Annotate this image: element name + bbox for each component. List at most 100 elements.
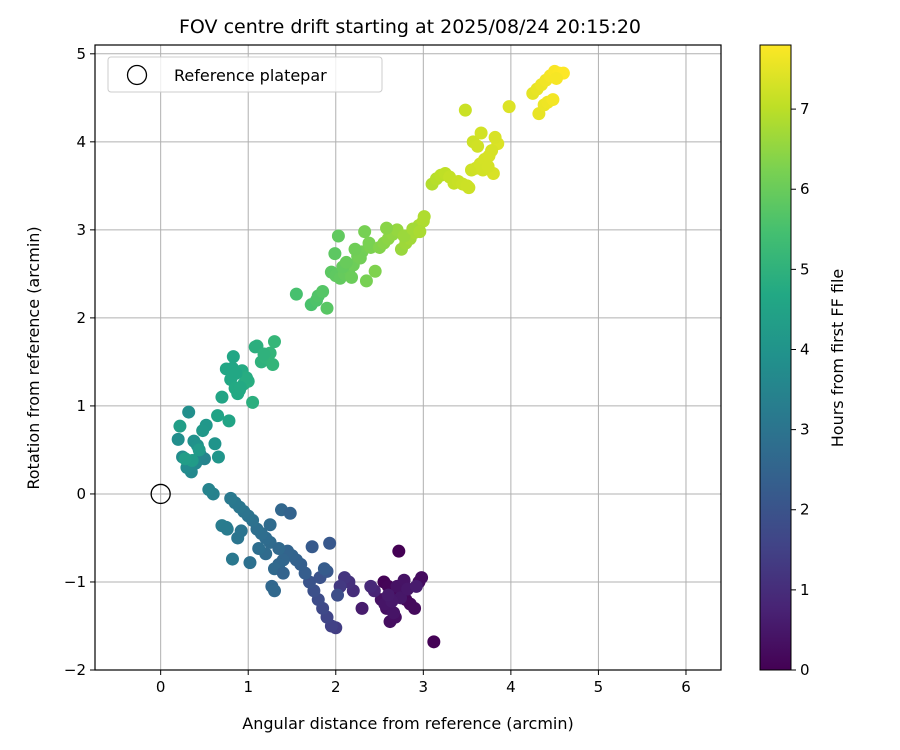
data-point [462, 181, 476, 195]
data-point [173, 419, 187, 433]
data-point [192, 443, 206, 457]
colorbar-ticks: 0 1 2 3 4 5 6 7 [791, 100, 810, 679]
data-point [368, 264, 382, 278]
data-point [225, 552, 239, 566]
x-tick-label: 2 [331, 678, 341, 696]
data-point [208, 437, 222, 451]
data-point [276, 566, 290, 580]
data-point [355, 601, 369, 615]
data-point [488, 130, 502, 144]
data-point [345, 270, 359, 284]
colorbar-tick-label: 3 [800, 421, 810, 439]
colorbar-tick-label: 4 [800, 340, 810, 358]
data-point [267, 584, 281, 598]
colorbar-tick-label: 5 [800, 260, 810, 278]
data-point [233, 380, 247, 394]
data-point [359, 274, 373, 288]
colorbar-label: Hours from first FF file [828, 269, 847, 448]
data-point [316, 284, 330, 298]
data-point [267, 335, 281, 349]
data-point [215, 390, 229, 404]
data-point [397, 229, 411, 243]
data-point [211, 409, 225, 423]
y-tick-label: 5 [76, 45, 86, 63]
data-point [364, 579, 378, 593]
x-tick-label: 6 [681, 678, 691, 696]
data-point [331, 229, 345, 243]
y-axis-label: Rotation from reference (arcmin) [24, 226, 43, 489]
legend-marker-circle-icon [126, 64, 148, 86]
x-tick-label: 4 [506, 678, 516, 696]
data-point [289, 287, 303, 301]
colorbar-tick-label: 7 [800, 100, 810, 118]
data-point [252, 542, 266, 556]
data-point [222, 414, 236, 428]
data-point [339, 255, 353, 269]
data-point [220, 522, 234, 536]
data-point [263, 518, 277, 532]
data-point [481, 159, 495, 173]
y-tick-label: 0 [76, 485, 86, 503]
data-points [150, 64, 570, 649]
colorbar-tick-label: 6 [800, 180, 810, 198]
data-point [317, 562, 331, 576]
y-tick-label: 4 [76, 133, 86, 151]
data-point [392, 544, 406, 558]
data-point [320, 301, 334, 315]
colorbar-gradient [759, 44, 792, 671]
data-point [248, 340, 262, 354]
data-point [246, 395, 260, 409]
data-point [171, 432, 185, 446]
axis-ticks: 0 1 2 3 4 5 6 −2 −1 0 1 2 3 4 5 [64, 45, 691, 696]
data-point [362, 236, 376, 250]
y-tick-label: −1 [64, 573, 86, 591]
data-point [226, 350, 240, 364]
x-tick-label: 1 [243, 678, 253, 696]
legend-box [107, 56, 383, 93]
data-point [257, 347, 271, 361]
data-point [224, 491, 238, 505]
x-tick-label: 0 [156, 678, 166, 696]
data-point [229, 366, 243, 380]
data-point [502, 100, 516, 114]
colorbar-tick-label: 2 [800, 501, 810, 519]
data-point [239, 371, 253, 385]
data-point [328, 247, 342, 261]
data-point [474, 126, 488, 140]
data-point [266, 358, 280, 372]
data-point [417, 210, 431, 224]
data-point [243, 556, 257, 570]
y-tick-label: 3 [76, 221, 86, 239]
legend: Reference platepar [107, 56, 383, 93]
colorbar-tick-label: 1 [800, 581, 810, 599]
plot-frame [94, 44, 722, 671]
x-tick-label: 5 [594, 678, 604, 696]
data-point [546, 93, 560, 107]
colorbar: 0 1 2 3 4 5 6 7 Hours from first FF file [759, 44, 847, 679]
data-point [178, 452, 192, 466]
data-point [202, 483, 216, 497]
data-point [413, 225, 427, 239]
data-point [182, 405, 196, 419]
data-point [380, 221, 394, 235]
y-tick-label: 2 [76, 309, 86, 327]
data-point [471, 139, 485, 153]
data-point [331, 588, 345, 602]
y-tick-label: 1 [76, 397, 86, 415]
data-point [211, 450, 225, 464]
reference-platepar-marker [150, 483, 171, 505]
data-point [305, 540, 319, 554]
data-point [408, 601, 422, 615]
data-point [272, 542, 286, 556]
y-tick-label: −2 [64, 661, 86, 679]
data-point [427, 635, 441, 649]
data-point [234, 524, 248, 538]
data-point [458, 103, 472, 117]
data-point [323, 536, 337, 550]
colorbar-tick-label: 0 [800, 661, 810, 679]
x-tick-label: 3 [419, 678, 429, 696]
x-axis-label: Angular distance from reference (arcmin) [242, 714, 573, 733]
data-point [358, 225, 372, 239]
data-point [196, 424, 210, 438]
